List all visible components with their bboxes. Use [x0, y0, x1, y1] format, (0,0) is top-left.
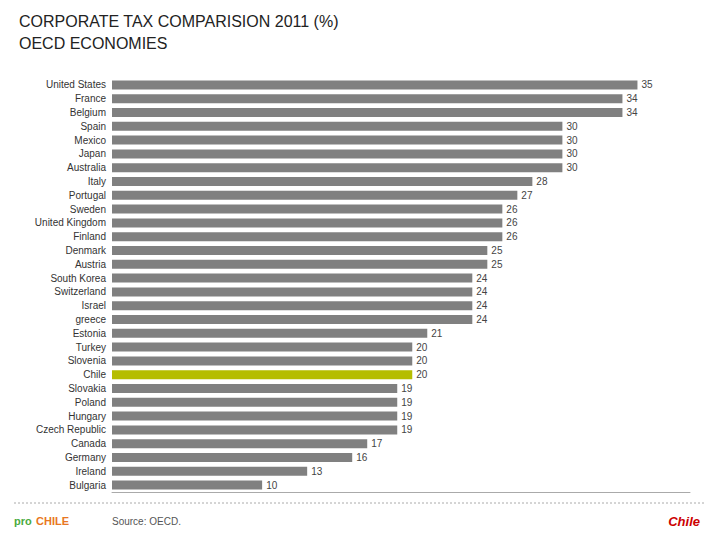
- svg-text:Belgium: Belgium: [70, 107, 106, 118]
- svg-text:greece: greece: [75, 314, 106, 325]
- svg-text:pro: pro: [14, 515, 32, 527]
- svg-text:30: 30: [566, 121, 578, 132]
- svg-text:Chile: Chile: [83, 369, 106, 380]
- svg-text:34: 34: [626, 93, 638, 104]
- svg-text:21: 21: [431, 328, 443, 339]
- svg-text:Portugal: Portugal: [69, 190, 106, 201]
- svg-text:19: 19: [401, 424, 413, 435]
- svg-text:Poland: Poland: [75, 397, 106, 408]
- svg-text:Sweden: Sweden: [70, 204, 106, 215]
- svg-text:Japan: Japan: [79, 148, 106, 159]
- svg-text:19: 19: [401, 411, 413, 422]
- svg-text:25: 25: [491, 259, 503, 270]
- svg-text:Ireland: Ireland: [75, 466, 106, 477]
- svg-text:26: 26: [506, 217, 518, 228]
- svg-text:France: France: [75, 93, 107, 104]
- svg-text:30: 30: [566, 148, 578, 159]
- svg-text:30: 30: [566, 135, 578, 146]
- svg-text:Canada: Canada: [71, 438, 106, 449]
- svg-text:Hungary: Hungary: [68, 411, 106, 422]
- svg-text:Mexico: Mexico: [74, 135, 106, 146]
- svg-text:South Korea: South Korea: [50, 273, 106, 284]
- svg-text:Chile: Chile: [668, 514, 700, 529]
- svg-text:Austria: Austria: [75, 259, 107, 270]
- svg-text:19: 19: [401, 397, 413, 408]
- svg-text:24: 24: [476, 273, 488, 284]
- svg-text:19: 19: [401, 383, 413, 394]
- svg-text:24: 24: [476, 286, 488, 297]
- svg-text:24: 24: [476, 300, 488, 311]
- svg-text:20: 20: [416, 369, 428, 380]
- svg-text:Denmark: Denmark: [65, 245, 107, 256]
- svg-text:Australia: Australia: [67, 162, 106, 173]
- svg-text:26: 26: [506, 204, 518, 215]
- svg-text:17: 17: [371, 438, 383, 449]
- svg-text:Czech Republic: Czech Republic: [36, 424, 106, 435]
- svg-text:Estonia: Estonia: [73, 328, 107, 339]
- svg-text:Spain: Spain: [80, 121, 106, 132]
- svg-text:34: 34: [626, 107, 638, 118]
- svg-text:25: 25: [491, 245, 503, 256]
- svg-text:27: 27: [521, 190, 533, 201]
- svg-text:Finland: Finland: [73, 231, 106, 242]
- svg-text:CORPORATE TAX COMPARISION 2011: CORPORATE TAX COMPARISION 2011 (%): [19, 13, 338, 30]
- svg-text:35: 35: [641, 79, 653, 90]
- svg-text:20: 20: [416, 342, 428, 353]
- svg-text:Turkey: Turkey: [76, 342, 106, 353]
- svg-text:Source: OECD.: Source: OECD.: [112, 516, 181, 527]
- svg-text:Bulgaria: Bulgaria: [69, 480, 106, 491]
- svg-text:26: 26: [506, 231, 518, 242]
- svg-text:Israel: Israel: [82, 300, 106, 311]
- svg-text:Slovakia: Slovakia: [68, 383, 106, 394]
- svg-text:28: 28: [536, 176, 548, 187]
- svg-text:CHILE: CHILE: [36, 515, 69, 527]
- svg-text:Italy: Italy: [88, 176, 106, 187]
- svg-text:OECD ECONOMIES: OECD ECONOMIES: [19, 35, 167, 52]
- svg-text:Slovenia: Slovenia: [68, 355, 107, 366]
- svg-text:13: 13: [311, 466, 323, 477]
- svg-text:10: 10: [266, 480, 278, 491]
- svg-text:Switzerland: Switzerland: [54, 286, 106, 297]
- svg-text:United States: United States: [46, 79, 106, 90]
- svg-text:Germany: Germany: [65, 452, 106, 463]
- svg-text:United Kingdom: United Kingdom: [35, 217, 106, 228]
- svg-text:20: 20: [416, 355, 428, 366]
- svg-text:30: 30: [566, 162, 578, 173]
- svg-text:16: 16: [356, 452, 368, 463]
- svg-text:24: 24: [476, 314, 488, 325]
